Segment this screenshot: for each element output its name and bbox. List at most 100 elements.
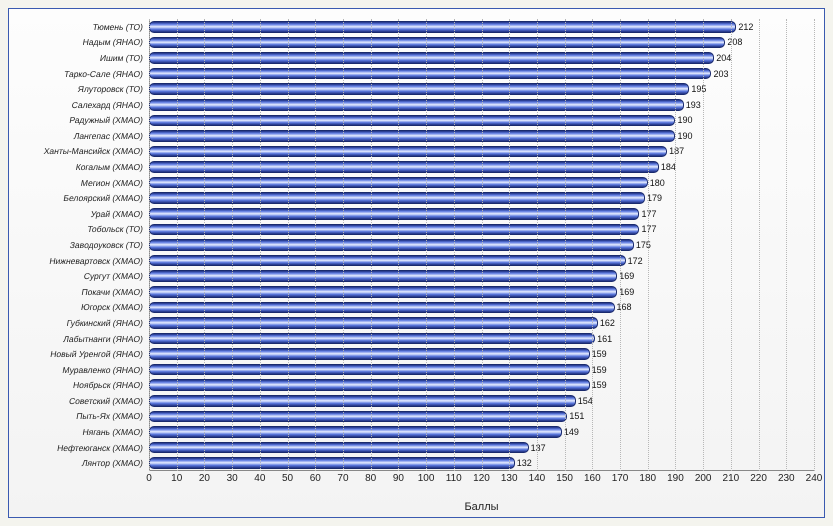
bar-value-label: 177: [641, 209, 656, 219]
category-label: Югорск (ХМАО): [8, 302, 144, 312]
bar-value-label: 203: [713, 69, 728, 79]
grid-line: [398, 19, 399, 471]
bar: [149, 426, 562, 438]
bar-row: Советский (ХМАО) 154: [9, 393, 814, 409]
x-tick-label: 30: [227, 473, 238, 484]
bar-value-label: 187: [669, 146, 684, 156]
bar-row: Нягань (ХМАО)149: [9, 424, 814, 440]
bar-value-label: 208: [727, 37, 742, 47]
x-tick-label: 200: [695, 473, 712, 484]
bar: [149, 395, 576, 407]
grid-line: [648, 19, 649, 471]
bar-row: Мегион (ХМАО) 180: [9, 175, 814, 191]
bar-value-label: 159: [592, 349, 607, 359]
grid-line: [177, 19, 178, 471]
bar-row: Ялуторовск (ТО)195: [9, 81, 814, 97]
bar-row: Тобольск (ТО) 177: [9, 222, 814, 238]
bar-row: Ноябрьск (ЯНАО)159: [9, 377, 814, 393]
category-label: Сургут (ХМАО): [8, 271, 144, 281]
category-label: Надым (ЯНАО): [8, 37, 144, 47]
x-tick-label: 210: [723, 473, 740, 484]
bar: [149, 239, 634, 251]
bar: [149, 115, 675, 127]
bar-value-label: 154: [578, 396, 593, 406]
bar-row: Югорск (ХМАО) 168: [9, 300, 814, 316]
grid-line: [426, 19, 427, 471]
bar-row: Тарко-Сале (ЯНАО)203: [9, 66, 814, 82]
bar: [149, 37, 725, 49]
category-label: Лабытнанги (ЯНАО): [8, 334, 144, 344]
bar-value-label: 172: [628, 256, 643, 266]
chart-outer: Тюмень (ТО)212Надым (ЯНАО)208Ишим (ТО)20…: [0, 0, 833, 526]
x-tick-label: 40: [254, 473, 265, 484]
x-tick-label: 20: [199, 473, 210, 484]
bar: [149, 302, 615, 314]
bar: [149, 411, 567, 423]
x-axis-title: Баллы: [149, 501, 814, 513]
bar: [149, 52, 714, 64]
category-label: Новый Уренгой (ЯНАО): [8, 349, 144, 359]
grid-line: [315, 19, 316, 471]
x-tick-label: 10: [171, 473, 182, 484]
category-label: Когалым (ХМАО): [8, 162, 144, 172]
grid-line: [260, 19, 261, 471]
category-label: Ишим (ТО): [8, 53, 144, 63]
chart-panel: Тюмень (ТО)212Надым (ЯНАО)208Ишим (ТО)20…: [8, 8, 825, 518]
x-tick-label: 70: [337, 473, 348, 484]
bar-row: Тюмень (ТО)212: [9, 19, 814, 35]
bar-value-label: 180: [650, 178, 665, 188]
grid-line: [675, 19, 676, 471]
category-label: Пыть-Ях (ХМАО): [8, 411, 144, 421]
bar: [149, 68, 711, 80]
grid-line: [759, 19, 760, 471]
bar-row: Муравленко (ЯНАО)159: [9, 362, 814, 378]
bar-value-label: 151: [569, 411, 584, 421]
bar-row: Сургут (ХМАО)169: [9, 268, 814, 284]
grid-line: [592, 19, 593, 471]
bar-value-label: 177: [641, 224, 656, 234]
bar-value-label: 137: [531, 443, 546, 453]
bar-row: Ишим (ТО)204: [9, 50, 814, 66]
category-label: Мегион (ХМАО): [8, 178, 144, 188]
bar-row: Надым (ЯНАО) 208: [9, 35, 814, 51]
bar-value-label: 190: [677, 131, 692, 141]
bar-value-label: 162: [600, 318, 615, 328]
grid-line: [703, 19, 704, 471]
bar-row: Радужный (ХМАО)190: [9, 113, 814, 129]
bar-row: Белоярский (ХМАО)179: [9, 190, 814, 206]
x-tick-label: 110: [446, 473, 462, 484]
grid-line: [232, 19, 233, 471]
bar-row: Нижневартовск (ХМАО) 172: [9, 253, 814, 269]
bar-row: Салехард (ЯНАО)193: [9, 97, 814, 113]
bar-row: Губкинский (ЯНАО)162: [9, 315, 814, 331]
category-label: Ялуторовск (ТО): [8, 84, 144, 94]
bar-value-label: 190: [677, 115, 692, 125]
grid-line: [620, 19, 621, 471]
bar-row: Покачи (ХМАО)169: [9, 284, 814, 300]
category-label: Советский (ХМАО): [8, 396, 144, 406]
category-label: Заводоуковск (ТО): [8, 240, 144, 250]
bar-row: Новый Уренгой (ЯНАО) 159: [9, 346, 814, 362]
grid-line: [509, 19, 510, 471]
category-label: Лянтор (ХМАО): [8, 458, 144, 468]
bar: [149, 99, 684, 111]
x-tick-label: 230: [778, 473, 795, 484]
bar-value-label: 179: [647, 193, 662, 203]
bar: [149, 224, 639, 236]
bar: [149, 317, 598, 329]
x-tick-label: 130: [501, 473, 518, 484]
category-label: Тобольск (ТО): [8, 224, 144, 234]
category-label: Нягань (ХМАО): [8, 427, 144, 437]
bar-row: Урай (ХМАО)177: [9, 206, 814, 222]
x-tick-label: 90: [393, 473, 404, 484]
bar-value-label: 132: [517, 458, 532, 468]
bar-value-label: 168: [617, 302, 632, 312]
bar: [149, 192, 645, 204]
bar-value-label: 159: [592, 380, 607, 390]
category-label: Покачи (ХМАО): [8, 287, 144, 297]
bar-row: Нефтеюганск (ХМАО)137: [9, 440, 814, 456]
bar: [149, 333, 595, 345]
category-label: Нижневартовск (ХМАО): [8, 256, 144, 266]
x-tick-label: 120: [473, 473, 490, 484]
bar-row: Лянтор (ХМАО) 132: [9, 455, 814, 471]
